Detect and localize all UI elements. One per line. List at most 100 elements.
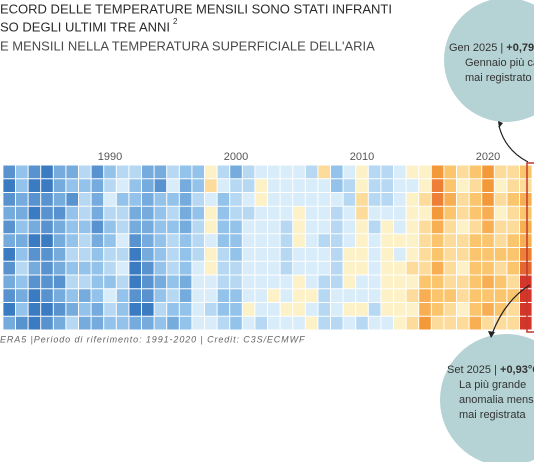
cell	[318, 220, 330, 234]
cell	[205, 206, 217, 220]
cell	[482, 316, 494, 330]
cell	[305, 193, 318, 206]
cell	[444, 248, 456, 261]
cell	[154, 206, 167, 220]
cell	[53, 179, 66, 192]
cell	[394, 261, 406, 275]
cell	[368, 206, 381, 220]
cell	[41, 220, 53, 234]
cell	[419, 248, 431, 261]
cell	[16, 261, 28, 275]
cell	[28, 220, 41, 234]
cell	[41, 193, 53, 206]
cell	[79, 165, 91, 179]
cell	[192, 275, 204, 289]
cell	[179, 234, 192, 247]
cell	[419, 289, 431, 302]
cell	[356, 248, 368, 261]
cell	[91, 165, 104, 179]
cell	[293, 234, 305, 247]
cell	[53, 275, 66, 289]
cell	[66, 261, 78, 275]
cell	[457, 261, 469, 275]
cell	[53, 193, 66, 206]
cell	[79, 248, 91, 261]
cell	[431, 193, 444, 206]
cell	[268, 179, 280, 192]
cell	[482, 179, 494, 192]
cell	[242, 220, 255, 234]
cell	[457, 234, 469, 247]
x-tick-label: 2000	[224, 151, 248, 163]
cell	[91, 206, 104, 220]
cell	[179, 220, 192, 234]
cell	[431, 248, 444, 261]
cell	[469, 193, 482, 206]
cell	[217, 316, 230, 330]
cell	[41, 206, 53, 220]
cell	[217, 275, 230, 289]
cell	[268, 193, 280, 206]
cell	[3, 206, 16, 220]
cell	[79, 316, 91, 330]
cell	[280, 179, 293, 192]
cell	[154, 303, 167, 316]
cell	[507, 234, 519, 247]
cell	[79, 220, 91, 234]
cell	[280, 206, 293, 220]
cell	[494, 165, 507, 179]
cell	[280, 193, 293, 206]
cell	[457, 179, 469, 192]
cell	[242, 316, 255, 330]
cell	[230, 248, 242, 261]
cell	[53, 220, 66, 234]
cell	[280, 220, 293, 234]
cell	[116, 303, 129, 316]
cell	[41, 275, 53, 289]
cell	[230, 193, 242, 206]
cell	[457, 248, 469, 261]
cell	[217, 234, 230, 247]
cell	[368, 248, 381, 261]
cell	[280, 303, 293, 316]
cell	[154, 289, 167, 302]
cell	[343, 261, 356, 275]
cell	[116, 316, 129, 330]
cell	[41, 289, 53, 302]
cell	[179, 206, 192, 220]
cell	[368, 275, 381, 289]
cell	[16, 220, 28, 234]
cell	[142, 248, 154, 261]
cell	[482, 261, 494, 275]
cell	[255, 303, 267, 316]
annotation-line: Gennaio più caldo	[465, 57, 534, 69]
annotation-line: mai registrata	[459, 409, 527, 421]
cell	[444, 179, 456, 192]
cell	[16, 179, 28, 192]
cell	[331, 179, 343, 192]
cell	[293, 316, 305, 330]
cell	[469, 261, 482, 275]
cell	[41, 261, 53, 275]
cell	[394, 206, 406, 220]
cell	[205, 303, 217, 316]
cell	[293, 206, 305, 220]
cell	[507, 275, 519, 289]
cell	[3, 234, 16, 247]
cell	[230, 303, 242, 316]
cell	[142, 165, 154, 179]
cell	[356, 303, 368, 316]
cell	[154, 234, 167, 247]
cell	[205, 261, 217, 275]
cell	[255, 248, 267, 261]
cell	[154, 220, 167, 234]
cell	[293, 220, 305, 234]
cell	[3, 179, 16, 192]
cell	[469, 220, 482, 234]
cell	[381, 220, 393, 234]
cell	[28, 316, 41, 330]
cell	[129, 206, 141, 220]
cell	[406, 289, 419, 302]
cell	[280, 248, 293, 261]
title-line: SO DEGLI ULTIMI TRE ANNI	[0, 19, 170, 34]
